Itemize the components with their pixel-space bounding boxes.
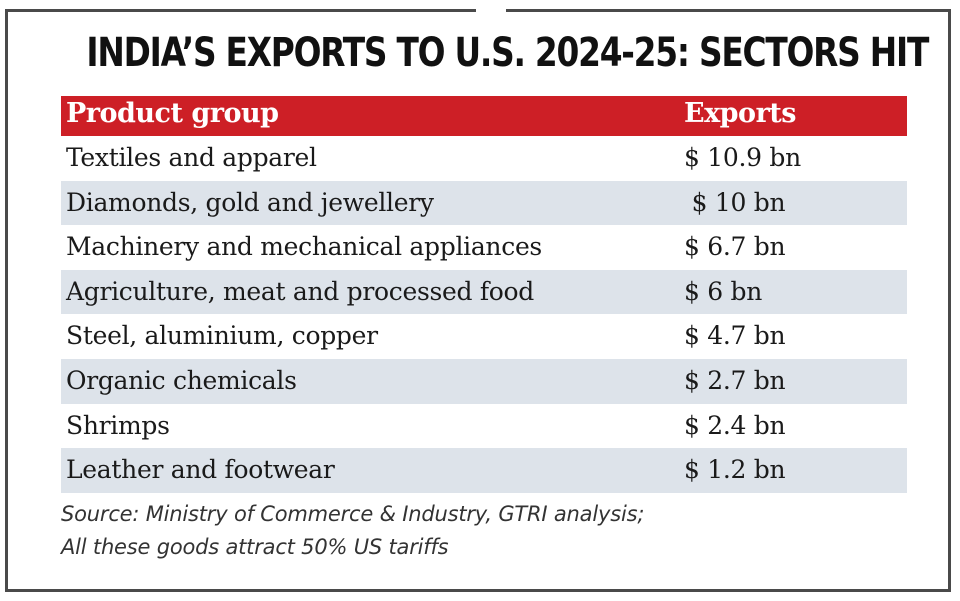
table-row: Diamonds, gold and jewellery $ 10 bn	[61, 180, 907, 226]
chart-title: INDIA’S EXPORTS TO U.S. 2024-25: SECTORS…	[86, 30, 929, 76]
header-product-group: Product group	[66, 98, 279, 129]
exports-cell: $ 10.9 bn	[684, 143, 801, 172]
table-header: Product group Exports	[61, 96, 907, 136]
exports-table: Product group Exports Textiles and appar…	[61, 96, 907, 493]
product-cell: Agriculture, meat and processed food	[66, 276, 535, 306]
table-row: Leather and footwear $ 1.2 bn	[61, 448, 907, 493]
header-exports: Exports	[684, 98, 796, 129]
exports-cell: $ 2.4 bn	[684, 410, 786, 440]
table-row: Organic chemicals $ 2.7 bn	[61, 358, 907, 404]
product-cell: Diamonds, gold and jewellery	[66, 187, 434, 217]
table-row: Steel, aluminium, copper $ 4.7 bn	[61, 314, 907, 359]
frame-gap	[476, 5, 506, 15]
source-line-1: Source: Ministry of Commerce & Industry,…	[61, 502, 645, 526]
product-cell: Textiles and apparel	[66, 143, 317, 172]
exports-cell: $ 4.7 bn	[684, 321, 786, 351]
table-row: Shrimps $ 2.4 bn	[61, 404, 907, 449]
source-line-2: All these goods attract 50% US tariffs	[61, 535, 449, 559]
exports-cell: $ 6 bn	[684, 276, 763, 306]
table-row: Agriculture, meat and processed food $ 6 …	[61, 269, 907, 315]
table-row: Textiles and apparel $ 10.9 bn	[61, 136, 907, 181]
exports-cell: $ 1.2 bn	[684, 455, 786, 485]
exports-cell: $ 2.7 bn	[684, 365, 786, 395]
product-cell: Organic chemicals	[66, 365, 297, 395]
product-cell: Steel, aluminium, copper	[66, 321, 378, 351]
product-cell: Leather and footwear	[66, 455, 335, 485]
exports-cell: $ 6.7 bn	[684, 232, 786, 262]
table-row: Machinery and mechanical appliances $ 6.7…	[61, 225, 907, 270]
product-cell: Machinery and mechanical appliances	[66, 232, 542, 262]
product-cell: Shrimps	[66, 410, 170, 440]
source-note: Source: Ministry of Commerce & Industry,…	[61, 498, 644, 564]
table-body: Textiles and apparel $ 10.9 bn Diamonds, g…	[61, 136, 907, 493]
exports-cell: $ 10 bn	[684, 187, 786, 217]
